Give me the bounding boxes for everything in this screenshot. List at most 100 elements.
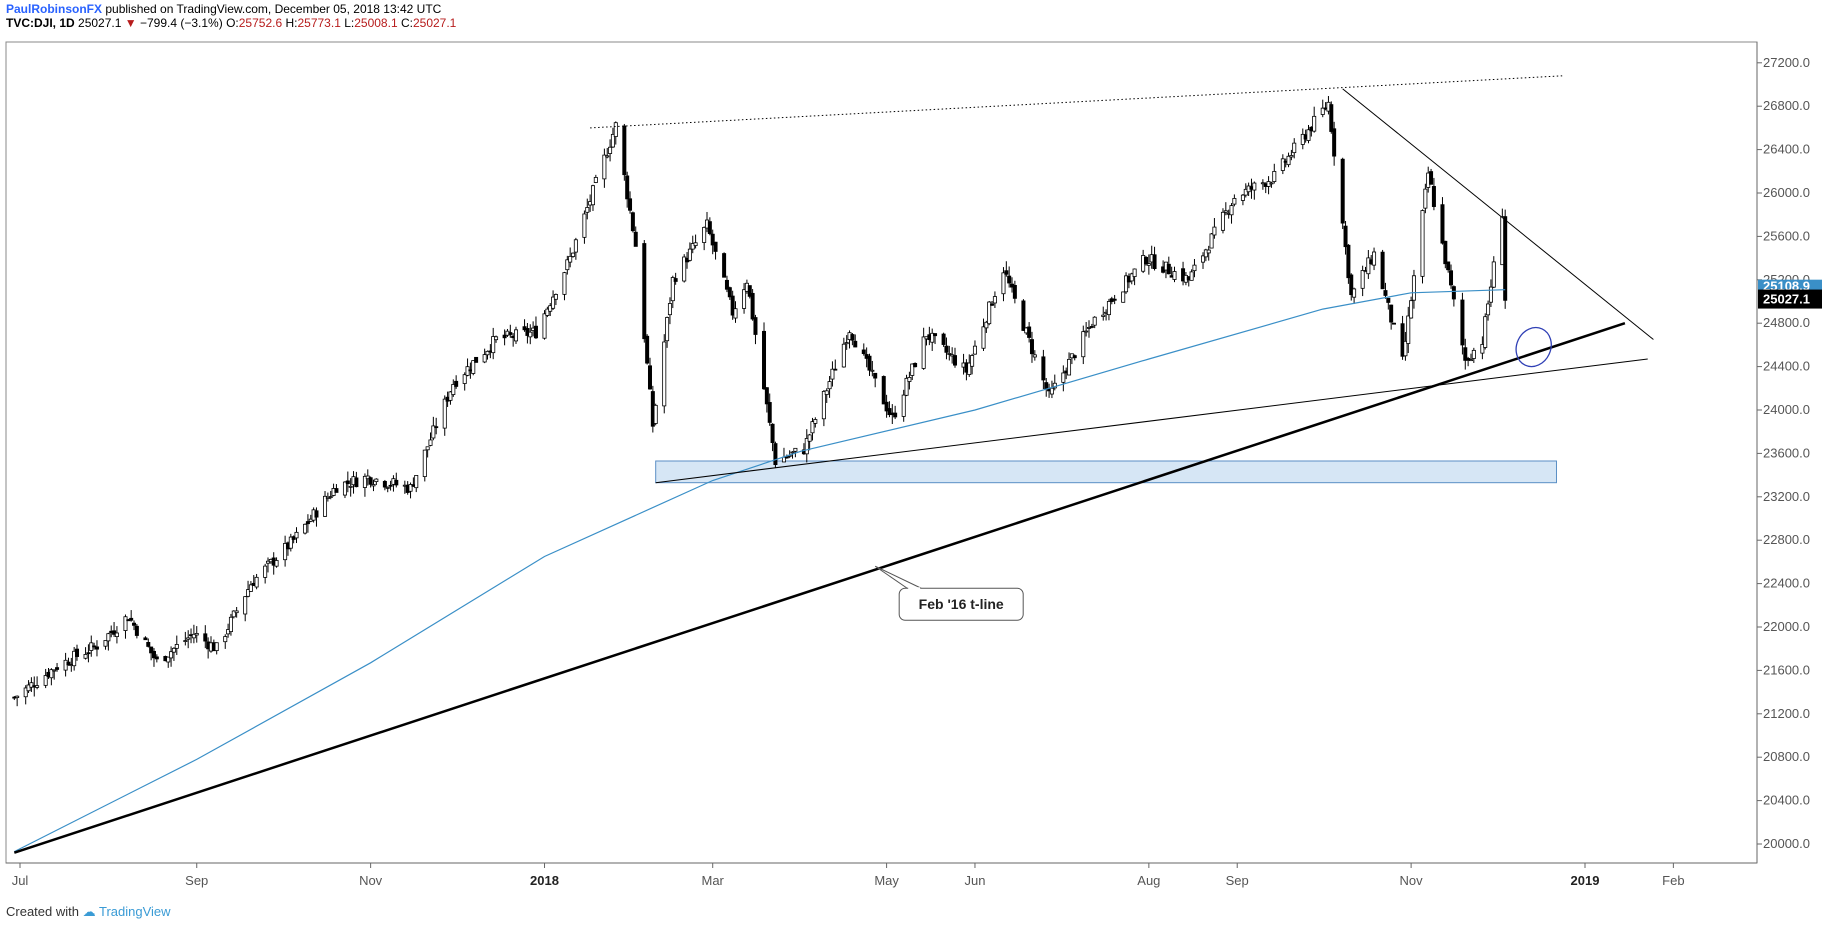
candle-body: [565, 259, 570, 271]
candle-body: [414, 475, 419, 489]
candle-body: [49, 669, 54, 679]
candle-body: [1463, 347, 1468, 361]
candle-body: [169, 651, 174, 659]
candle-body: [1312, 115, 1317, 132]
trendline-descending: [1342, 88, 1654, 340]
candle-body: [1286, 155, 1291, 166]
candle-body: [1144, 256, 1149, 265]
x-tick-label: Nov: [359, 873, 383, 888]
candle-body: [1021, 300, 1026, 331]
tradingview-brand[interactable]: TradingView: [99, 904, 171, 919]
candle-body: [887, 408, 892, 416]
candle-body: [528, 331, 533, 338]
candle-body: [1280, 158, 1285, 171]
candle-body: [1409, 300, 1414, 319]
candle-body: [992, 296, 997, 304]
candle-body: [990, 303, 995, 306]
x-tick-label: May: [874, 873, 899, 888]
high-value: 25773.1: [297, 16, 341, 30]
candle-body: [853, 340, 858, 348]
candle-body: [1443, 240, 1448, 265]
candle-body: [750, 292, 755, 320]
candle-body: [667, 303, 672, 316]
candle-body: [585, 207, 590, 213]
x-tick-label: Jul: [12, 873, 29, 888]
candle-body: [653, 404, 658, 424]
y-tick-label: 24000.0: [1763, 402, 1810, 417]
candle-body: [1086, 327, 1091, 329]
candle-body: [665, 317, 670, 342]
candle-body: [1389, 304, 1394, 323]
candle-body: [502, 334, 507, 339]
candle-body: [462, 374, 467, 384]
candle-body: [1232, 198, 1237, 205]
candle-body: [1352, 288, 1357, 298]
trendline-feb16-tline: [13, 322, 1626, 854]
candle-body: [1366, 257, 1371, 275]
candle-body: [910, 363, 915, 376]
candle-body: [485, 350, 490, 356]
candle-body: [234, 610, 239, 614]
candle-body: [254, 576, 259, 588]
candle-body: [86, 652, 91, 655]
candle-body: [1152, 254, 1157, 270]
x-tick-label: Sep: [1226, 873, 1249, 888]
candle-body: [1240, 194, 1245, 201]
candle-body: [710, 233, 715, 246]
change-value: −799.4 (−3.1%): [140, 16, 223, 30]
created-with-text: Created with: [6, 904, 79, 919]
candle-body: [514, 329, 519, 342]
candle-body: [693, 242, 698, 246]
candle-body: [231, 610, 236, 618]
publisher-name[interactable]: PaulRobinsonFX: [6, 2, 102, 16]
candle-body: [1360, 270, 1365, 289]
candle-body: [26, 684, 31, 692]
candle-body: [571, 252, 576, 257]
candle-body: [1203, 249, 1208, 258]
candle-body: [55, 667, 60, 670]
candle-body: [1272, 171, 1277, 182]
candle-body: [1092, 316, 1097, 326]
candle-body: [1001, 272, 1006, 295]
candle-body: [23, 687, 28, 698]
candle-body: [508, 332, 513, 335]
last-price-label: 25027.1: [1763, 292, 1810, 307]
candle-body: [542, 313, 547, 339]
candle-body: [371, 484, 376, 487]
x-tick-label: Jun: [964, 873, 985, 888]
candle-body: [1340, 158, 1345, 224]
candle-body: [767, 402, 772, 423]
candle-body: [810, 421, 815, 434]
candle-body: [382, 480, 387, 488]
y-tick-label: 20800.0: [1763, 749, 1810, 764]
candle-body: [94, 646, 99, 650]
candle-body: [1306, 129, 1311, 141]
candle-body: [630, 212, 635, 232]
candle-body: [821, 391, 826, 420]
candle-body: [742, 289, 747, 309]
candle-body: [921, 336, 926, 369]
candle-body: [174, 644, 179, 649]
candle-body: [568, 255, 573, 263]
candle-body: [354, 477, 359, 488]
y-tick-label: 22000.0: [1763, 619, 1810, 634]
y-tick-label: 25600.0: [1763, 228, 1810, 243]
low-value: 25008.1: [354, 16, 398, 30]
candle-body: [833, 368, 838, 371]
candle-body: [1146, 263, 1151, 266]
callout-pointer: [874, 565, 922, 589]
candle-body: [1411, 275, 1416, 301]
candle-body: [474, 356, 479, 363]
candle-body: [873, 372, 878, 379]
candle-body: [334, 488, 339, 493]
candle-body: [1172, 271, 1177, 280]
candle-body: [422, 449, 427, 477]
candle-body: [106, 633, 111, 642]
candle-body: [1383, 290, 1388, 296]
open-value: 25752.6: [238, 16, 283, 30]
y-tick-label: 22400.0: [1763, 576, 1810, 591]
candle-body: [1451, 286, 1456, 300]
candle-body: [1343, 225, 1348, 248]
plot-frame: [5, 41, 1758, 864]
